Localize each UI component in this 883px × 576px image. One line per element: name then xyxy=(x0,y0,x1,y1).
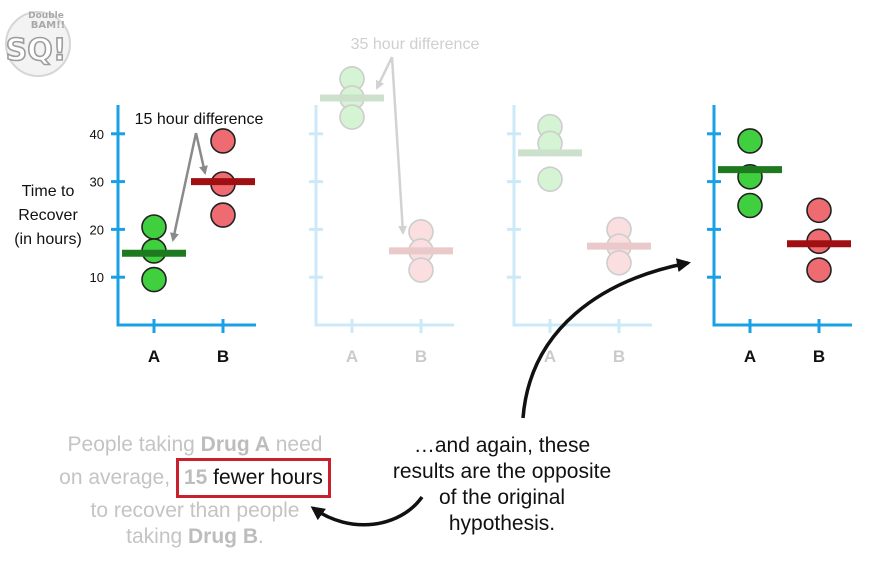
x-tick-label: B xyxy=(613,347,625,366)
right-caption-line4: hypothesis. xyxy=(372,511,632,537)
y-tick-label: 40 xyxy=(90,127,104,142)
right-caption-line1: …and again, these xyxy=(372,433,632,459)
y-axis-label: (in hours) xyxy=(14,231,82,248)
y-tick-label: 30 xyxy=(90,175,104,190)
highlight-box: 15 fewer hours xyxy=(176,458,331,498)
logo-letters: SQ! xyxy=(6,33,67,68)
data-point-a xyxy=(738,129,762,153)
arrow-to-last-chart xyxy=(523,263,688,418)
left-caption-line1: People taking Drug A need xyxy=(30,432,360,458)
annotation-arrow-to-a xyxy=(173,133,196,240)
data-point-b xyxy=(807,198,831,222)
left-caption-line4: taking Drug B. xyxy=(30,524,360,550)
chart-1: 10 20 30 40 A B Time to Recover (in hours) xyxy=(14,105,256,366)
data-point-a xyxy=(738,194,762,218)
logo: Double BAM!! SQ! xyxy=(6,11,70,76)
annotation-arrow-to-b xyxy=(196,133,205,173)
data-point-a xyxy=(538,167,562,191)
x-tick-label: B xyxy=(415,347,427,366)
data-point-b xyxy=(409,258,433,282)
right-caption-line3: of the original xyxy=(372,485,632,511)
data-point-b xyxy=(211,129,235,153)
x-tick-label: B xyxy=(217,347,229,366)
x-tick-label: B xyxy=(813,347,825,366)
annotation-15-hour: 15 hour difference xyxy=(135,111,264,128)
left-caption-line3: to recover than people xyxy=(30,498,360,524)
data-point-a xyxy=(142,215,166,239)
y-tick-label: 10 xyxy=(90,270,104,285)
data-point-a xyxy=(340,105,364,129)
right-caption-line2: results are the opposite xyxy=(372,459,632,485)
y-axis-label: Time to xyxy=(22,183,75,200)
annotation-arrow-to-a-faded xyxy=(377,57,392,88)
right-caption: …and again, these results are the opposi… xyxy=(372,433,632,537)
annotations: 15 hour difference 35 hour difference xyxy=(135,36,480,240)
data-point-a xyxy=(142,268,166,292)
data-point-b xyxy=(807,258,831,282)
left-caption: People taking Drug A need on average, 15… xyxy=(30,432,360,550)
x-tick-label: A xyxy=(148,347,160,366)
x-tick-label: A xyxy=(744,347,756,366)
y-tick-label: 20 xyxy=(90,222,104,237)
logo-line2: BAM!! xyxy=(31,20,65,31)
annotation-arrow-to-b-faded xyxy=(392,57,403,233)
data-point-b xyxy=(607,251,631,275)
annotation-35-hour: 35 hour difference xyxy=(351,36,480,53)
y-axis-label: Recover xyxy=(18,207,78,224)
x-tick-label: A xyxy=(346,347,358,366)
data-point-b xyxy=(211,203,235,227)
left-caption-line2: on average, 15 fewer hours xyxy=(30,458,360,498)
